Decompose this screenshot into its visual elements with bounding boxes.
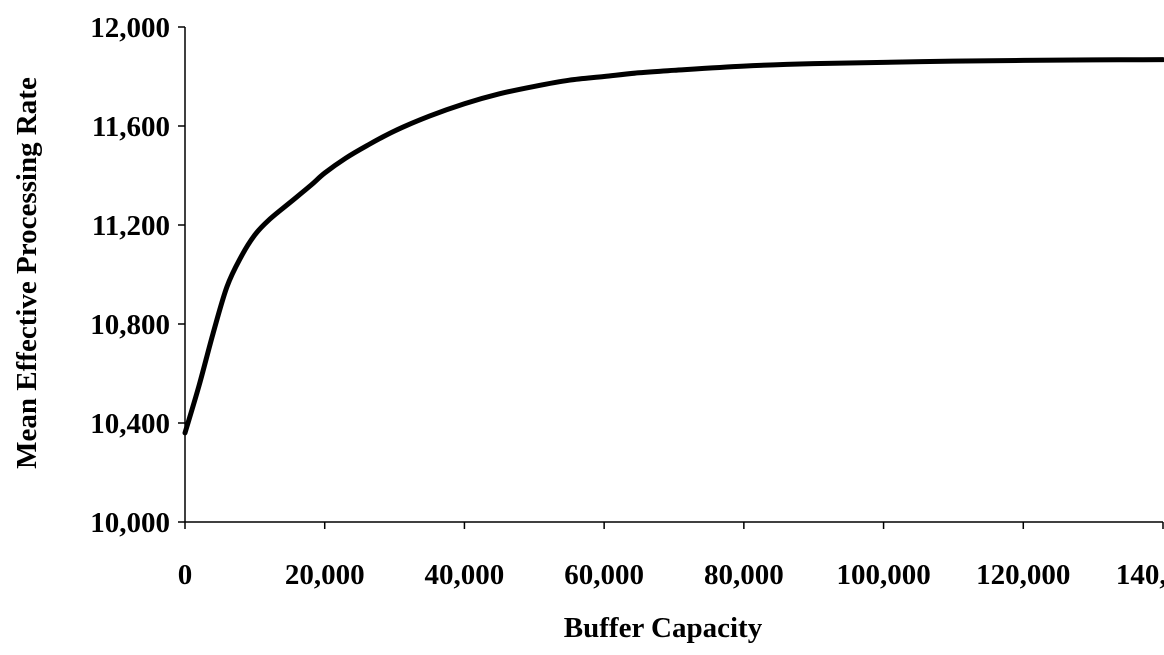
x-tick-label: 140,000	[1116, 559, 1164, 591]
x-tick-label: 120,000	[976, 559, 1070, 591]
series-line	[182, 57, 1164, 436]
x-axis-title: Buffer Capacity	[564, 612, 763, 644]
y-tick-label: 12,000	[90, 12, 170, 44]
x-tick-label: 100,000	[836, 559, 930, 591]
y-axis-title: Mean Effective Processing Rate	[11, 77, 43, 469]
series-group	[182, 57, 1164, 436]
x-tick-label: 20,000	[285, 559, 365, 591]
y-tick-label: 10,400	[90, 408, 170, 440]
x-tick-label: 0	[178, 559, 193, 591]
x-tick-label: 80,000	[704, 559, 784, 591]
x-axis-ticks: 0 20,000 40,000 60,000 80,000 100,000 120,000 1…	[178, 522, 1164, 591]
y-tick-label: 10,000	[90, 507, 170, 539]
y-tick-label: 10,800	[90, 309, 170, 341]
y-tick-label: 11,600	[92, 111, 170, 143]
y-tick-label: 11,200	[92, 210, 170, 242]
x-tick-label: 40,000	[425, 559, 505, 591]
y-axis-ticks: 10,000 10,400 10,800 11,200 11,600 12,000	[90, 12, 185, 539]
x-tick-label: 60,000	[564, 559, 644, 591]
